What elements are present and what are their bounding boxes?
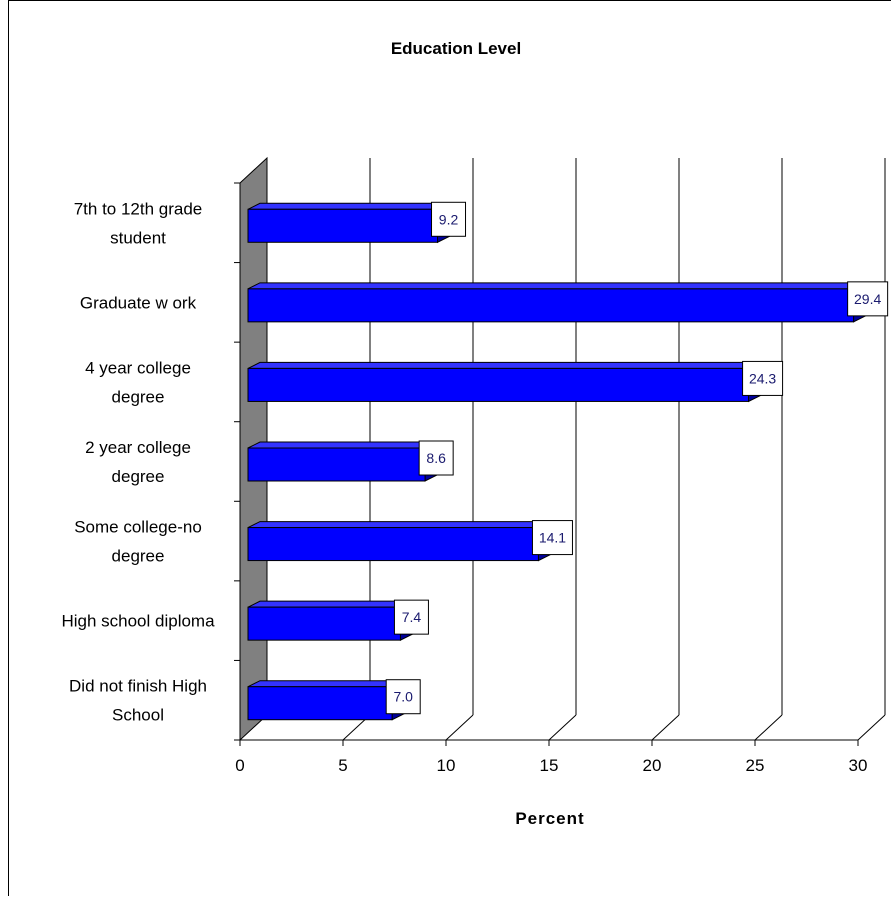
category-label: degree: [112, 547, 165, 566]
bar: [247, 447, 426, 482]
data-label: 7.4: [402, 609, 422, 625]
data-label-box: [418, 440, 454, 476]
data-label: 7.0: [393, 689, 413, 705]
x-tick-label: 0: [235, 756, 244, 775]
data-label: 14.1: [539, 530, 566, 546]
category-label: degree: [112, 387, 165, 406]
x-tick-label: 25: [746, 756, 765, 775]
bar-top: [247, 600, 413, 608]
data-label-box: [531, 520, 573, 556]
gridline-floor: [754, 714, 783, 741]
category-label: student: [110, 228, 166, 247]
bar: [247, 686, 393, 721]
x-tick-label: 5: [338, 756, 347, 775]
data-label-box: [431, 201, 467, 237]
category-label: 2 year college: [85, 438, 191, 457]
data-label-box: [847, 281, 889, 317]
x-axis-label: Percent: [515, 809, 584, 828]
chart-title: Education Level: [391, 39, 521, 58]
x-tick-label: 30: [849, 756, 868, 775]
data-label-box: [385, 679, 421, 715]
bar: [247, 288, 855, 323]
bar: [247, 208, 439, 243]
bar-top: [247, 521, 551, 529]
bar: [247, 606, 401, 641]
bar-top: [247, 680, 405, 688]
gridline-floor: [857, 714, 886, 741]
data-label: 9.2: [439, 211, 459, 227]
category-label: degree: [112, 467, 165, 486]
data-label-box: [393, 599, 429, 635]
data-label: 29.4: [854, 291, 881, 307]
category-label: High school diploma: [61, 612, 215, 631]
category-label: Did not finish High: [69, 677, 207, 696]
x-tick-label: 15: [540, 756, 559, 775]
bar-top: [247, 202, 450, 210]
bar-top: [247, 282, 866, 290]
gridline-floor: [651, 714, 680, 741]
bar: [247, 527, 539, 562]
gridline-floor: [445, 714, 474, 741]
gridline-floor: [548, 714, 577, 741]
data-label-box: [742, 360, 784, 396]
x-tick-label: 10: [437, 756, 456, 775]
bar: [247, 367, 750, 402]
category-label: Some college-no: [74, 518, 202, 537]
category-label: 4 year college: [85, 358, 191, 377]
bar-top: [247, 361, 761, 369]
category-label: School: [112, 706, 164, 725]
x-tick-label: 20: [643, 756, 662, 775]
data-label: 24.3: [749, 370, 776, 386]
chart-frame: [8, 0, 891, 896]
category-label: Graduate w ork: [80, 293, 197, 312]
category-label: 7th to 12th grade: [74, 199, 203, 218]
bar-top: [247, 441, 438, 449]
data-label: 8.6: [426, 450, 446, 466]
